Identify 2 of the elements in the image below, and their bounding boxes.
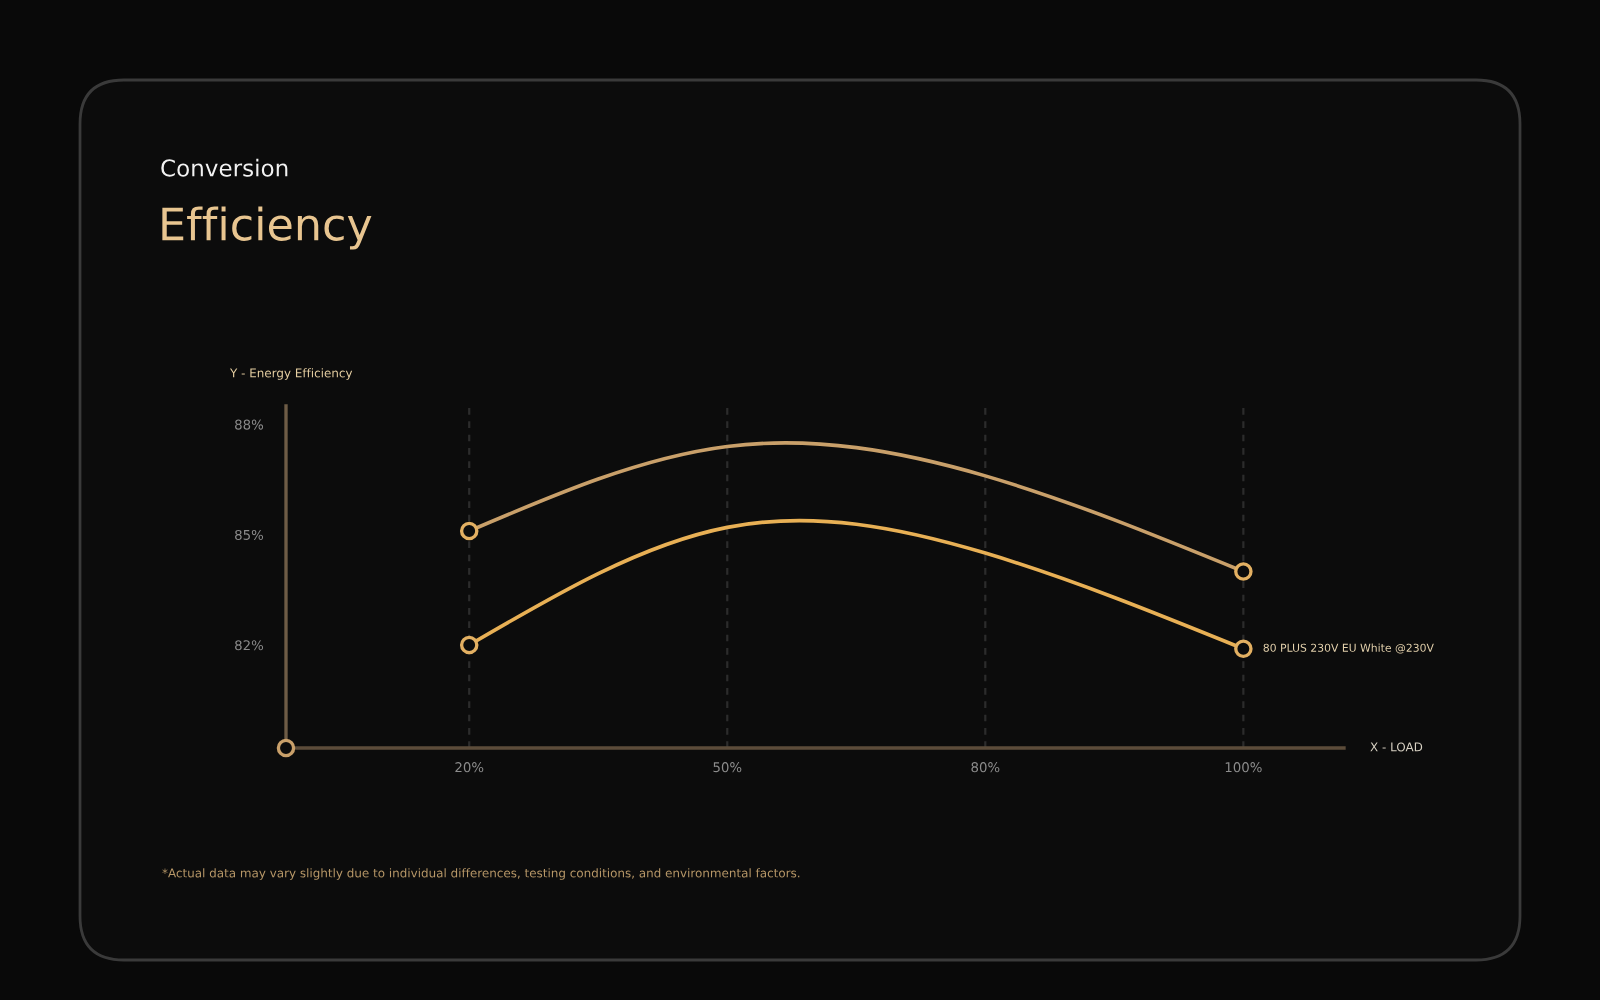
chart-subtitle: Conversion bbox=[161, 158, 288, 177]
chart-title: Efficiency bbox=[162, 206, 372, 250]
